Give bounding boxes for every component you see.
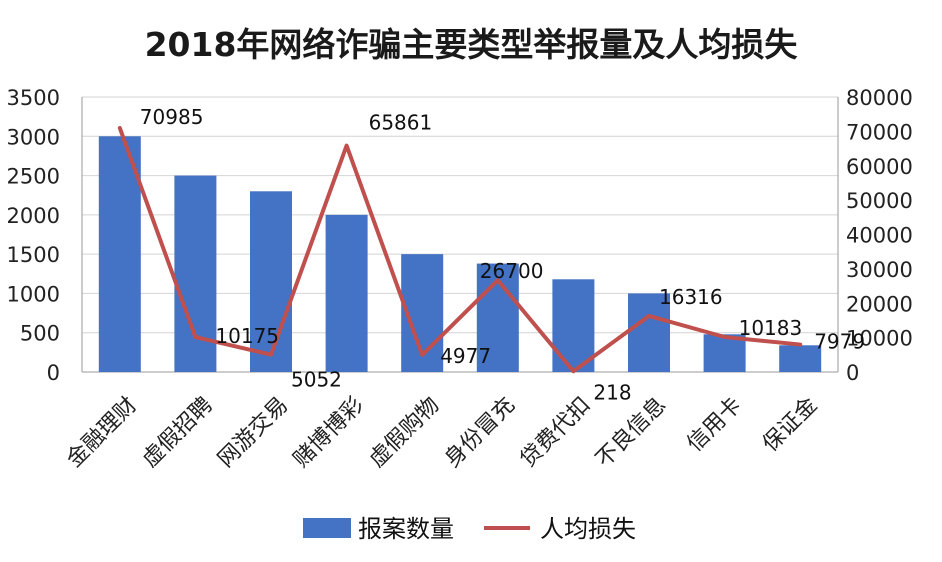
category-label: 信用卡 [682, 393, 746, 457]
data-label: 16316 [659, 285, 723, 309]
right-tick-label: 20000 [846, 292, 913, 316]
left-tick-label: 0 [47, 361, 60, 385]
bar [703, 334, 746, 372]
right-tick-label: 70000 [846, 120, 913, 144]
legend-bar-label: 报案数量 [358, 515, 454, 543]
category-label: 身份冒充 [440, 393, 520, 473]
left-tick-label: 2500 [7, 165, 60, 189]
category-label: 虚假招聘 [138, 393, 218, 473]
bar-series [98, 136, 822, 372]
line-series [117, 125, 803, 374]
left-axis-ticks: 0 500 1000 1500 2000 2500 3000 3500 [7, 86, 60, 385]
data-label: 5052 [291, 368, 342, 392]
category-label: 赌博博彩 [289, 393, 369, 473]
legend: 报案数量 人均损失 [303, 515, 636, 543]
data-label: 7979 [814, 330, 865, 354]
chart-title: 2018年网络诈骗主要类型举报量及人均损失 [144, 25, 798, 64]
right-tick-label: 60000 [846, 155, 913, 179]
right-tick-label: 50000 [846, 189, 913, 213]
bar [98, 136, 141, 372]
category-label: 贷费代扣 [516, 393, 596, 473]
left-tick-label: 1000 [7, 282, 60, 306]
data-label: 70985 [140, 105, 204, 129]
legend-line-label: 人均损失 [540, 515, 636, 543]
right-tick-label: 80000 [846, 86, 913, 110]
legend-bar-swatch [303, 518, 351, 538]
left-tick-label: 3000 [7, 125, 60, 149]
right-tick-label: 0 [846, 361, 859, 385]
data-label: 218 [593, 380, 631, 404]
category-label: 不良信息 [591, 393, 671, 473]
category-label: 金融理财 [62, 393, 142, 473]
category-label: 保证金 [758, 393, 822, 457]
data-label: 10175 [215, 324, 279, 348]
category-label: 网游交易 [213, 393, 293, 473]
data-label: 10183 [739, 316, 803, 340]
data-label: 65861 [369, 111, 433, 135]
right-tick-label: 10000 [846, 327, 913, 351]
bar [325, 214, 368, 372]
left-tick-label: 3500 [7, 86, 60, 110]
data-label: 26700 [480, 259, 544, 283]
left-tick-label: 1500 [7, 243, 60, 267]
right-axis-ticks: 0 10000 20000 30000 40000 50000 60000 70000 8000… [846, 86, 913, 385]
category-label: 虚假购物 [365, 393, 445, 473]
bar [174, 175, 217, 372]
bar [628, 293, 670, 372]
data-label: 4977 [440, 344, 491, 368]
data-labels: 70985 10175 5052 65861 4977 26700 218 16316 1018… [140, 105, 865, 404]
loss-line [117, 125, 803, 374]
left-tick-label: 2000 [7, 204, 60, 228]
right-tick-label: 40000 [846, 224, 913, 248]
bar [250, 191, 292, 372]
bar [779, 345, 822, 372]
left-tick-label: 500 [20, 322, 60, 346]
right-tick-label: 30000 [846, 258, 913, 282]
